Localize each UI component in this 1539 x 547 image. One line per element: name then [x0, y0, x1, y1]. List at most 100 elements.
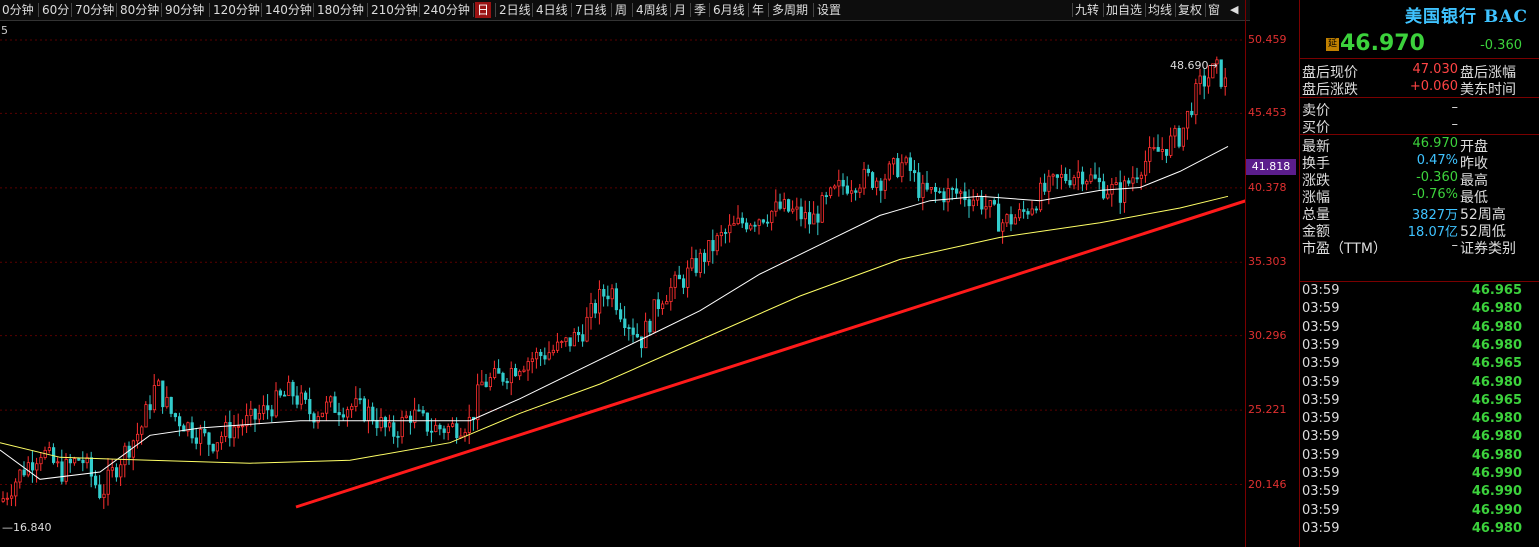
candle-body[interactable]	[219, 436, 224, 444]
candle-body[interactable]	[1127, 180, 1131, 184]
kline-chart[interactable]: 5 48.690→ —16.840	[0, 21, 1245, 547]
candle-body[interactable]	[1223, 77, 1227, 87]
candle-body[interactable]	[627, 327, 631, 330]
candle-body[interactable]	[26, 462, 31, 476]
candle-body[interactable]	[308, 399, 312, 415]
tick-row[interactable]: 03:59 46.965	[1300, 393, 1539, 411]
candle-body[interactable]	[669, 286, 673, 302]
candle-body[interactable]	[564, 337, 568, 342]
candle-body[interactable]	[64, 458, 68, 482]
candle-body[interactable]	[228, 422, 232, 439]
candle-body[interactable]	[753, 224, 757, 227]
candle-body[interactable]	[568, 337, 572, 347]
candle-body[interactable]	[761, 219, 766, 223]
candle-body[interactable]	[703, 252, 707, 262]
candle-body[interactable]	[497, 368, 501, 374]
candle-body[interactable]	[711, 240, 715, 252]
candle-body[interactable]	[215, 442, 219, 452]
candle-body[interactable]	[879, 180, 883, 191]
candle-body[interactable]	[324, 401, 329, 414]
candle-body[interactable]	[749, 224, 753, 230]
candle-body[interactable]	[387, 422, 392, 428]
candle-body[interactable]	[673, 274, 677, 288]
candle-body[interactable]	[551, 349, 556, 354]
candle-body[interactable]	[22, 469, 26, 476]
candle-body[interactable]	[1047, 175, 1051, 192]
candle-body[interactable]	[1152, 147, 1156, 149]
candle-body[interactable]	[1022, 209, 1026, 212]
candle-body[interactable]	[488, 377, 493, 388]
candle-body[interactable]	[820, 195, 824, 223]
candle-body[interactable]	[140, 426, 144, 435]
candle-body[interactable]	[900, 162, 904, 178]
candle-body[interactable]	[572, 331, 577, 347]
candle-body[interactable]	[245, 415, 249, 427]
candle-body[interactable]	[841, 179, 845, 187]
period-tab[interactable]: 4日线	[536, 3, 568, 17]
candle-body[interactable]	[56, 461, 60, 464]
candle-body[interactable]	[585, 316, 589, 342]
candle-body[interactable]	[1060, 173, 1064, 178]
candle-body[interactable]	[1093, 174, 1097, 179]
candle-body[interactable]	[791, 208, 795, 212]
kline-chart-svg[interactable]: 5 48.690→ —16.840	[0, 21, 1245, 547]
candle-body[interactable]	[589, 303, 593, 318]
candle-body[interactable]	[236, 425, 240, 428]
candle-body[interactable]	[39, 457, 43, 465]
candle-body[interactable]	[757, 219, 761, 226]
candle-body[interactable]	[921, 182, 925, 198]
candle-body[interactable]	[345, 409, 350, 418]
period-tab[interactable]: 140分钟	[265, 3, 312, 17]
tick-row[interactable]: 03:59 46.980	[1300, 448, 1539, 466]
tick-row[interactable]: 03:59 46.965	[1300, 283, 1539, 301]
candle-body[interactable]	[1215, 59, 1219, 65]
candle-body[interactable]	[766, 221, 770, 224]
candle-body[interactable]	[73, 458, 77, 464]
candle-body[interactable]	[535, 351, 539, 360]
candle-body[interactable]	[1165, 149, 1169, 156]
period-tab[interactable]: 周	[615, 3, 628, 17]
candle-body[interactable]	[1013, 217, 1018, 225]
candle-body[interactable]	[745, 222, 749, 230]
candle-body[interactable]	[85, 457, 89, 464]
period-tab[interactable]: 6月线	[713, 3, 745, 17]
candle-body[interactable]	[942, 191, 946, 203]
candle-body[interactable]	[829, 187, 833, 197]
candle-body[interactable]	[329, 396, 333, 403]
candle-body[interactable]	[677, 274, 682, 280]
candle-body[interactable]	[98, 484, 102, 499]
candle-body[interactable]	[1018, 209, 1022, 219]
candle-body[interactable]	[1055, 174, 1059, 178]
candle-body[interactable]	[665, 301, 669, 305]
candle-body[interactable]	[5, 497, 9, 500]
candle-body[interactable]	[892, 158, 896, 165]
candle-body[interactable]	[635, 333, 640, 338]
candle-body[interactable]	[119, 464, 123, 478]
candle-body[interactable]	[413, 409, 417, 423]
tick-row[interactable]: 03:59 46.965	[1300, 356, 1539, 374]
candle-body[interactable]	[812, 213, 816, 225]
candle-body[interactable]	[450, 423, 455, 427]
candle-body[interactable]	[190, 422, 194, 439]
candle-body[interactable]	[862, 168, 866, 189]
candle-body[interactable]	[518, 370, 522, 377]
candle-body[interactable]	[1148, 147, 1152, 162]
period-tab[interactable]: 210分钟	[371, 3, 418, 17]
candle-body[interactable]	[400, 417, 404, 438]
candle-body[interactable]	[1207, 77, 1211, 87]
candle-body[interactable]	[1194, 83, 1198, 116]
period-tab[interactable]: 0分钟	[2, 3, 34, 17]
candle-body[interactable]	[1089, 174, 1093, 182]
candle-body[interactable]	[68, 458, 72, 464]
candle-body[interactable]	[476, 384, 480, 421]
candle-body[interactable]	[257, 412, 262, 420]
candle-body[interactable]	[484, 381, 488, 388]
candle-body[interactable]	[1072, 177, 1076, 186]
candle-body[interactable]	[434, 424, 438, 432]
candle-body[interactable]	[606, 295, 610, 300]
candle-body[interactable]	[115, 467, 119, 478]
candle-body[interactable]	[719, 232, 724, 237]
candle-body[interactable]	[1156, 147, 1160, 152]
candle-body[interactable]	[392, 422, 396, 437]
candle-body[interactable]	[509, 368, 514, 384]
